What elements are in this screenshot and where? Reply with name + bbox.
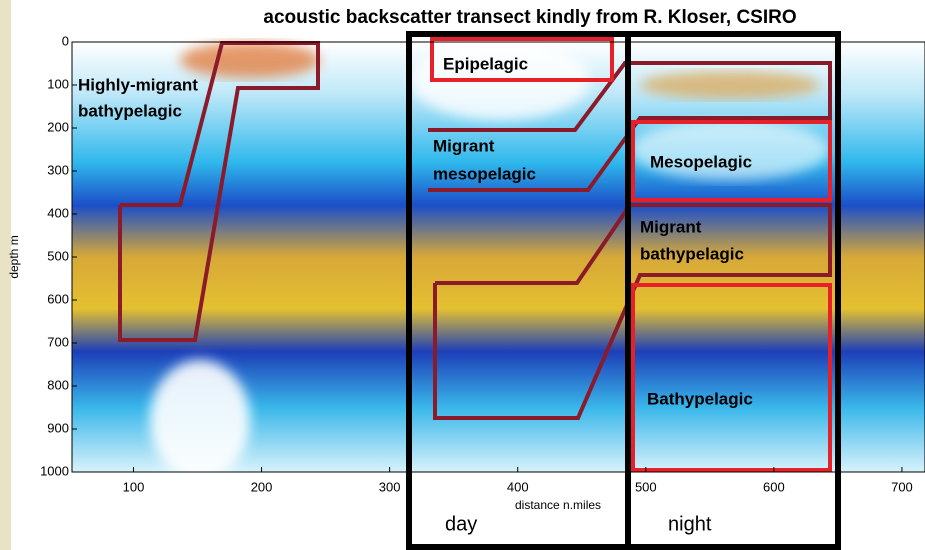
x-tick-label: 200 [251, 479, 273, 494]
annotation: Mesopelagic [650, 152, 752, 171]
migration-shapes [118, 41, 832, 420]
annotation: night [668, 513, 712, 535]
x-tick-label: 400 [507, 479, 529, 494]
y-tick-label: 100 [47, 76, 69, 91]
x-tick-label: 300 [379, 479, 401, 494]
x-tick-label: 600 [763, 479, 785, 494]
echogram [72, 40, 925, 480]
y-tick-label: 700 [47, 334, 69, 349]
x-tick-label: 700 [891, 479, 913, 494]
y-tick-label: 200 [47, 119, 69, 134]
x-axis-label: distance n.miles [515, 498, 601, 512]
annotation: day [445, 513, 477, 535]
x-tick-label: 500 [635, 479, 657, 494]
y-tick-label: 500 [47, 248, 69, 263]
y-tick-label: 400 [47, 205, 69, 220]
y-tick-label: 600 [47, 291, 69, 306]
title: acoustic backscatter transect kindly fro… [263, 7, 796, 28]
y-tick-label: 900 [47, 420, 69, 435]
x-tick-label: 100 [123, 479, 145, 494]
annotation: Highly-migrant [78, 75, 198, 94]
annotation: Migrant [640, 217, 702, 236]
annotation: Bathypelagic [647, 389, 753, 408]
y-tick-label: 0 [62, 33, 69, 48]
y-tick-label: 800 [47, 377, 69, 392]
annotation: Epipelagic [443, 54, 528, 73]
y-axis-label: depth m [7, 235, 21, 278]
y-tick-label: 300 [47, 162, 69, 177]
annotation: Migrant [433, 136, 495, 155]
side-strip [0, 0, 11, 550]
y-tick-label: 1000 [40, 463, 69, 478]
day-night-boxes [406, 31, 841, 550]
annotation: mesopelagic [433, 164, 536, 183]
zone-boxes [430, 37, 832, 472]
annotation: bathypelagic [640, 244, 744, 263]
annotation: bathypelagic [78, 101, 182, 120]
